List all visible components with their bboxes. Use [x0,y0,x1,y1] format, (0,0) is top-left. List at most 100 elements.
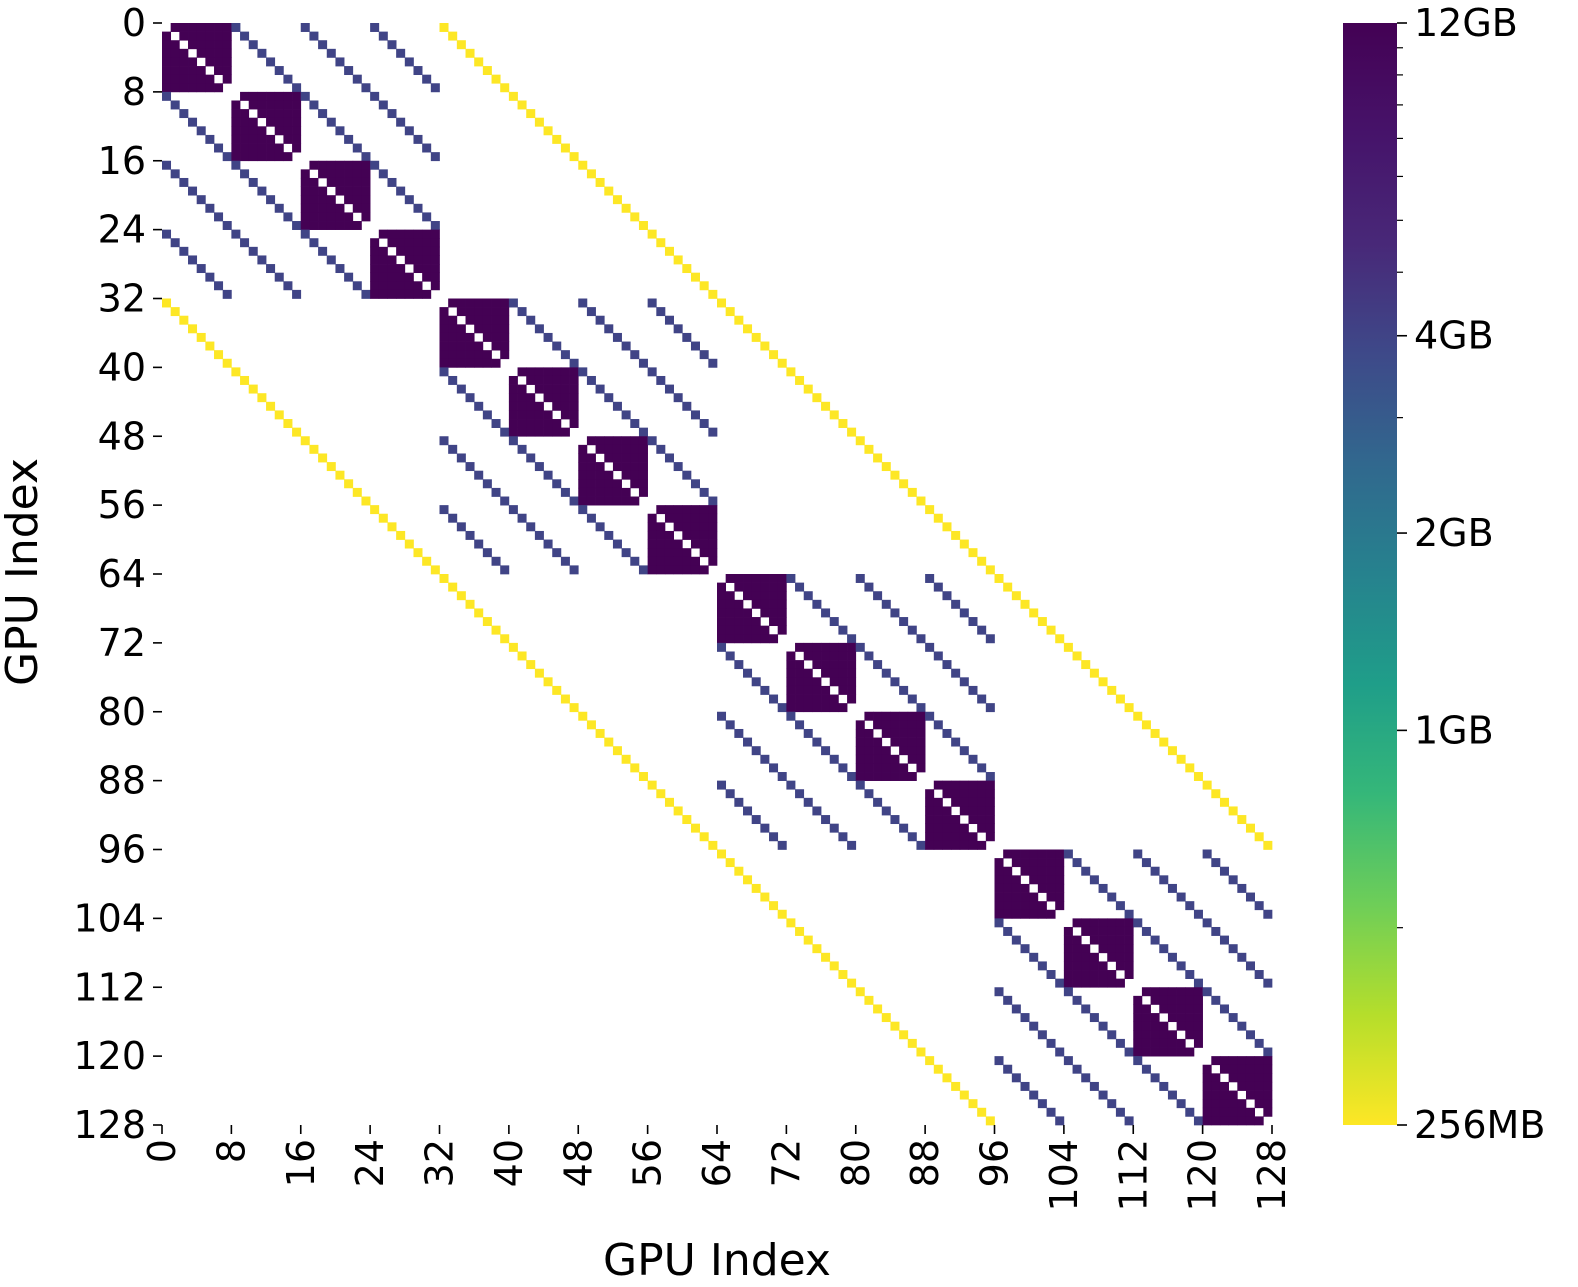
heatmap-cell [821,815,831,825]
heatmap-cell [673,513,683,523]
heatmap-cell [881,462,891,472]
heatmap-cell [994,892,1004,902]
heatmap-cell [717,780,727,790]
heatmap-cell [847,978,857,988]
heatmap-cell [326,221,336,230]
heatmap-cell [690,513,700,523]
heatmap-cell [1141,1038,1151,1048]
heatmap-cell [734,582,744,592]
heatmap-cell [621,444,631,454]
heatmap-cell [482,307,492,317]
y-tick-label: 0 [122,1,146,45]
heatmap-cell [1055,883,1065,893]
heatmap-cell [604,186,614,196]
heatmap-cell [1202,1090,1212,1100]
heatmap-cell [829,410,839,420]
heatmap-cell [751,582,761,592]
heatmap-cell [933,815,943,825]
x-tick-label: 32 [418,1139,462,1187]
heatmap-cell [1107,918,1117,928]
heatmap-cell [890,1021,900,1031]
heatmap-cell [1081,952,1091,962]
heatmap-cell [690,530,700,540]
heatmap-cell [821,660,831,670]
heatmap-cell [1098,677,1108,687]
heatmap-cell [240,31,250,41]
heatmap-cell [1159,737,1169,747]
heatmap-cell [1245,1073,1255,1083]
heatmap-cell [361,160,371,170]
heatmap-cell [396,272,406,282]
heatmap-cell [196,126,206,136]
heatmap-cell [604,496,614,506]
heatmap-cell [352,195,362,205]
heatmap-cell [1037,901,1047,911]
heatmap-cell [1211,1090,1221,1100]
heatmap-cell [847,694,857,704]
heatmap-cell [690,341,700,351]
heatmap-cell [699,539,709,549]
heatmap-cell [543,367,553,377]
heatmap-cell [413,203,423,213]
heatmap-cell [1237,1064,1247,1074]
heatmap-cell [396,117,406,127]
heatmap-cell [387,272,397,282]
heatmap-cell [682,332,692,342]
heatmap-cell [1167,883,1177,893]
heatmap-cell [205,23,215,32]
heatmap-cell [708,505,718,515]
heatmap-cell [552,548,562,558]
heatmap-cell [534,530,544,540]
heatmap-cell [309,203,319,213]
heatmap-cell [1055,1047,1065,1057]
heatmap-cell [1115,1038,1125,1048]
heatmap-cell [881,772,891,781]
heatmap-cell [188,83,198,93]
heatmap-cell [517,367,527,377]
heatmap-cell [335,221,345,230]
heatmap-cell [1072,918,1082,928]
heatmap-cell [1124,952,1134,962]
heatmap-cell [985,565,995,575]
heatmap-cell [266,117,276,127]
heatmap-cell [708,548,718,558]
heatmap-cell [1263,1056,1273,1066]
heatmap-cell [1245,1081,1255,1091]
heatmap-cell [300,23,310,32]
heatmap-cell [621,754,631,764]
heatmap-cell [786,367,796,377]
x-tick-label: 72 [764,1139,808,1187]
heatmap-cell [413,289,423,299]
heatmap-cell [214,31,224,41]
heatmap-cell [690,272,700,282]
heatmap-cell [638,436,648,446]
heatmap-cell [829,961,839,971]
heatmap-cell [803,668,813,678]
heatmap-cell [994,866,1004,876]
heatmap-cell [630,212,640,222]
heatmap-cell [170,40,180,50]
heatmap-cell [1089,668,1099,678]
heatmap-cell [196,31,206,41]
heatmap-cell [899,1030,909,1040]
heatmap-cell [994,909,1004,919]
heatmap-cell [396,229,406,239]
heatmap-cell [318,203,328,213]
heatmap-cell [257,91,267,101]
heatmap-cell [1211,789,1221,799]
heatmap-cell [951,840,961,850]
heatmap-cell [1037,1030,1047,1040]
heatmap-cell [300,186,310,196]
heatmap-cell [717,591,727,601]
heatmap-cell [586,487,596,497]
heatmap-cell [292,126,302,136]
heatmap-cell [1185,1107,1195,1117]
heatmap-cell [1124,935,1134,945]
heatmap-cell [370,160,380,170]
heatmap-cell [413,238,423,248]
heatmap-cell [300,177,310,187]
heatmap-cell [474,358,484,368]
heatmap-cell [482,479,492,489]
heatmap-cell [1003,926,1013,936]
heatmap-cell [1167,1030,1177,1040]
